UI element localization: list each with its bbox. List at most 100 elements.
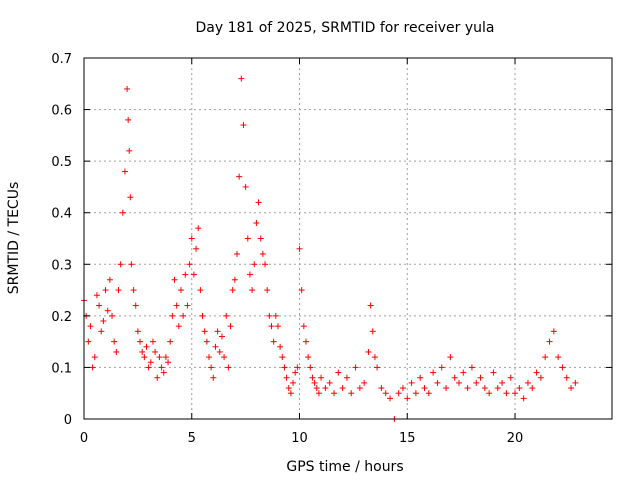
data-point: [102, 287, 109, 294]
data-point: [537, 374, 544, 381]
data-point: [139, 348, 146, 355]
data-point: [113, 348, 120, 355]
data-point: [154, 374, 161, 381]
data-point: [559, 364, 566, 371]
data-point: [134, 328, 141, 335]
y-tick-label: 0.2: [51, 310, 72, 325]
data-point: [197, 287, 204, 294]
data-point: [145, 364, 152, 371]
data-point: [499, 379, 506, 386]
data-point: [490, 369, 497, 376]
data-point: [335, 369, 342, 376]
data-point: [143, 343, 150, 350]
data-point: [218, 333, 225, 340]
data-point: [119, 209, 126, 216]
data-point: [121, 168, 128, 175]
data-point: [115, 287, 122, 294]
data-point: [330, 390, 337, 397]
data-point: [339, 385, 346, 392]
data-point: [186, 261, 193, 268]
data-point: [365, 348, 372, 355]
data-point: [285, 385, 292, 392]
data-point: [125, 116, 132, 123]
grid-layer: [84, 58, 612, 419]
data-point: [326, 379, 333, 386]
data-point: [524, 379, 531, 386]
data-point: [268, 323, 275, 330]
data-point: [425, 390, 432, 397]
data-point: [486, 390, 493, 397]
data-point: [287, 390, 294, 397]
data-point: [546, 338, 553, 345]
data-point: [572, 379, 579, 386]
data-point: [542, 354, 549, 361]
data-point: [378, 385, 385, 392]
data-point: [305, 354, 312, 361]
data-point: [149, 338, 156, 345]
data-point: [555, 354, 562, 361]
data-point: [374, 364, 381, 371]
data-point: [156, 354, 163, 361]
data-point: [262, 261, 269, 268]
data-point: [464, 385, 471, 392]
data-point: [451, 374, 458, 381]
x-tick-label: 0: [80, 431, 88, 446]
data-point: [266, 312, 273, 319]
data-point: [141, 354, 148, 361]
data-point: [568, 385, 575, 392]
data-point: [175, 323, 182, 330]
data-point: [520, 395, 527, 402]
data-point: [311, 379, 318, 386]
data-point: [563, 374, 570, 381]
data-point: [315, 390, 322, 397]
data-point: [253, 220, 260, 227]
data-point: [91, 354, 98, 361]
data-point: [550, 328, 557, 335]
data-point: [507, 374, 514, 381]
data-point: [356, 385, 363, 392]
data-point: [89, 364, 96, 371]
data-point: [473, 379, 480, 386]
data-point: [300, 323, 307, 330]
data-point: [182, 271, 189, 278]
data-point: [460, 369, 467, 376]
data-point: [348, 390, 355, 397]
data-point: [98, 328, 105, 335]
data-point: [238, 75, 245, 82]
data-point: [399, 385, 406, 392]
data-point: [251, 261, 258, 268]
data-point: [322, 385, 329, 392]
data-point: [132, 302, 139, 309]
data-point: [283, 374, 290, 381]
data-point: [223, 312, 230, 319]
data-point: [242, 183, 249, 190]
data-point: [195, 225, 202, 232]
data-point: [257, 235, 264, 242]
data-point: [512, 390, 519, 397]
data-point: [117, 261, 124, 268]
y-tick-label: 0.3: [51, 258, 72, 273]
data-point: [533, 369, 540, 376]
data-point: [455, 379, 462, 386]
data-point: [443, 385, 450, 392]
data-point: [100, 318, 107, 325]
data-point: [85, 338, 92, 345]
data-point: [111, 338, 118, 345]
data-point: [244, 235, 251, 242]
data-point: [296, 245, 303, 252]
data-point: [221, 354, 228, 361]
data-point: [216, 348, 223, 355]
x-axis-label: GPS time / hours: [286, 459, 403, 475]
data-point: [259, 250, 266, 257]
data-point: [199, 312, 206, 319]
y-tick-label: 0.7: [51, 52, 72, 67]
x-tick-label: 20: [507, 431, 524, 446]
data-point: [447, 354, 454, 361]
data-point: [184, 302, 191, 309]
data-point: [307, 364, 314, 371]
data-point: [352, 364, 359, 371]
data-point: [417, 374, 424, 381]
data-point: [272, 312, 279, 319]
data-point: [294, 364, 301, 371]
data-point: [318, 374, 325, 381]
